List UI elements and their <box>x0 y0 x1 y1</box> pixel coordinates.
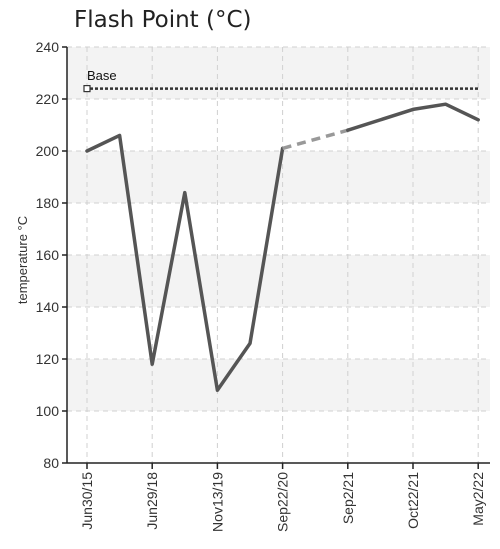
x-tick-label: Sep2/21 <box>340 472 356 524</box>
y-tick-label: 120 <box>36 351 60 367</box>
x-tick-label: May2/22 <box>470 472 486 526</box>
reference-line-label: Base <box>87 68 117 83</box>
y-tick-label: 100 <box>36 403 60 419</box>
y-tick-label: 220 <box>36 91 60 107</box>
grid-lines <box>67 46 490 463</box>
x-tick-label: Jun29/18 <box>144 472 160 530</box>
background-bands <box>67 47 490 411</box>
y-tick-label: 180 <box>36 195 60 211</box>
reference-line-marker <box>83 84 91 93</box>
background-band <box>67 47 490 99</box>
x-tick-label: Jun30/15 <box>79 472 95 530</box>
x-tick-labels: Jun30/15 Jun29/18 Nov13/19 Sep22/20 Sep2/21 O… <box>79 472 486 532</box>
y-tick-labels: 80 100 120 140 160 180 200 220 240 <box>36 39 60 471</box>
chart-title: Flash Point (°C) <box>74 7 252 33</box>
x-tick-label: Oct22/21 <box>405 472 421 529</box>
x-tick-label: Nov13/19 <box>209 472 225 532</box>
series-line <box>346 102 480 132</box>
background-band <box>67 255 490 307</box>
y-tick-label: 160 <box>36 247 60 263</box>
x-tick-label: Sep22/20 <box>275 472 291 532</box>
reference-line: Base <box>83 68 478 93</box>
data-series <box>85 102 480 392</box>
y-tick-label: 80 <box>43 455 59 471</box>
series-line <box>282 128 349 151</box>
y-axis-label: temperature °C <box>15 216 30 304</box>
series-line <box>85 133 285 392</box>
y-tick-label: 140 <box>36 299 60 315</box>
y-tick-label: 200 <box>36 143 60 159</box>
axes <box>62 46 490 469</box>
background-band <box>67 359 490 411</box>
y-tick-label: 240 <box>36 39 60 55</box>
